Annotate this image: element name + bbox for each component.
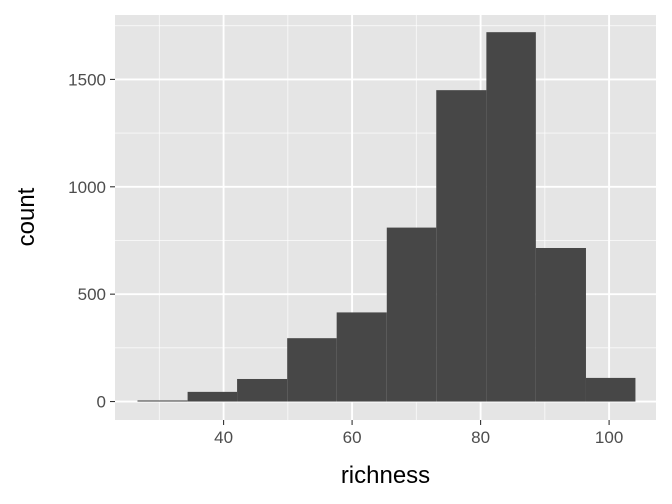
x-axis: 40 60 80 100	[214, 420, 623, 447]
bars	[137, 32, 636, 402]
histogram-bar	[336, 312, 387, 402]
grid-minor	[115, 15, 656, 420]
y-axis: 0 500 1000 1500	[68, 70, 115, 412]
histogram-bar	[486, 32, 536, 402]
histogram-bar	[535, 247, 586, 402]
x-tick-label: 60	[343, 428, 362, 447]
x-tick-label: 80	[471, 428, 490, 447]
y-tick-label: 1500	[68, 70, 106, 89]
histogram-bar	[137, 400, 188, 402]
x-tick-label: 40	[214, 428, 233, 447]
histogram-bar	[386, 227, 437, 402]
x-axis-title: richness	[341, 462, 430, 489]
y-tick-label: 0	[97, 393, 106, 412]
histogram-bar	[436, 90, 487, 402]
y-tick-label: 500	[78, 285, 106, 304]
histogram-bar	[187, 391, 238, 402]
y-tick-label: 1000	[68, 178, 106, 197]
histogram-bar	[237, 378, 288, 402]
histogram-bar	[585, 377, 636, 402]
histogram-bar	[287, 338, 337, 402]
y-axis-title: count	[13, 187, 40, 246]
x-tick-label: 100	[595, 428, 623, 447]
